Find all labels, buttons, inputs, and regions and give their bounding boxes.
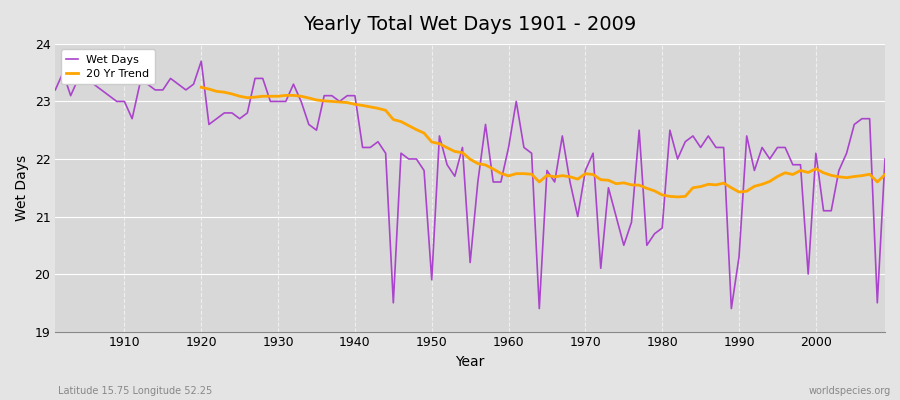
20 Yr Trend — [672, 194, 683, 199]
Text: worldspecies.org: worldspecies.org — [809, 386, 891, 396]
Legend: Wet Days, 20 Yr Trend: Wet Days, 20 Yr Trend — [61, 50, 155, 84]
Y-axis label: Wet Days: Wet Days — [15, 155, 29, 221]
X-axis label: Year: Year — [455, 355, 485, 369]
20 Yr Trend — [680, 194, 690, 199]
Line: 20 Yr Trend: 20 Yr Trend — [202, 87, 885, 197]
Wet Days — [511, 99, 522, 104]
Wet Days — [50, 88, 60, 92]
Wet Days — [611, 214, 622, 219]
Wet Days — [879, 156, 890, 161]
Title: Yearly Total Wet Days 1901 - 2009: Yearly Total Wet Days 1901 - 2009 — [303, 15, 637, 34]
Wet Days — [288, 82, 299, 86]
Wet Days — [534, 306, 544, 311]
Text: Latitude 15.75 Longitude 52.25: Latitude 15.75 Longitude 52.25 — [58, 386, 212, 396]
Wet Days — [112, 99, 122, 104]
20 Yr Trend — [879, 172, 890, 177]
20 Yr Trend — [196, 85, 207, 90]
20 Yr Trend — [788, 172, 798, 177]
20 Yr Trend — [403, 123, 414, 128]
Wet Days — [503, 145, 514, 150]
20 Yr Trend — [772, 174, 783, 179]
Wet Days — [196, 59, 207, 64]
Wet Days — [334, 99, 345, 104]
20 Yr Trend — [857, 173, 868, 178]
Line: Wet Days: Wet Days — [55, 61, 885, 308]
20 Yr Trend — [288, 93, 299, 98]
